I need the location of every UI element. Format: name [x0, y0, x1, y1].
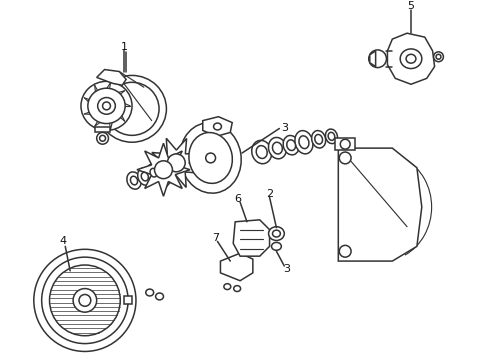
Ellipse shape	[180, 123, 241, 193]
Ellipse shape	[147, 164, 161, 181]
Ellipse shape	[256, 146, 267, 158]
Circle shape	[154, 161, 172, 179]
Circle shape	[42, 257, 128, 343]
Ellipse shape	[312, 131, 326, 148]
Ellipse shape	[369, 50, 387, 68]
Ellipse shape	[269, 138, 286, 159]
Text: 3: 3	[283, 264, 290, 274]
Polygon shape	[203, 117, 232, 136]
Ellipse shape	[315, 135, 322, 144]
Ellipse shape	[98, 98, 115, 114]
Polygon shape	[233, 220, 270, 256]
Ellipse shape	[88, 88, 125, 123]
Ellipse shape	[272, 230, 280, 237]
Ellipse shape	[99, 135, 105, 141]
Ellipse shape	[434, 52, 443, 62]
Ellipse shape	[295, 131, 313, 154]
Ellipse shape	[146, 289, 154, 296]
Polygon shape	[151, 138, 201, 188]
Polygon shape	[335, 138, 355, 150]
Ellipse shape	[141, 172, 148, 181]
Ellipse shape	[105, 82, 159, 135]
Ellipse shape	[436, 54, 441, 59]
Polygon shape	[220, 253, 253, 281]
Ellipse shape	[156, 293, 164, 300]
Ellipse shape	[252, 140, 271, 164]
Ellipse shape	[271, 242, 281, 250]
Ellipse shape	[97, 132, 108, 144]
Ellipse shape	[269, 227, 284, 240]
Ellipse shape	[224, 284, 231, 289]
Ellipse shape	[283, 135, 299, 155]
Ellipse shape	[150, 168, 157, 177]
Ellipse shape	[234, 285, 241, 292]
Ellipse shape	[127, 172, 141, 189]
Ellipse shape	[214, 123, 221, 130]
Text: 2: 2	[266, 189, 273, 199]
Ellipse shape	[325, 129, 338, 144]
Text: 5: 5	[408, 1, 415, 11]
Ellipse shape	[102, 102, 110, 110]
Circle shape	[339, 246, 351, 257]
Text: 1: 1	[121, 42, 128, 52]
Text: 4: 4	[60, 237, 67, 247]
Ellipse shape	[189, 132, 232, 183]
Ellipse shape	[287, 140, 295, 150]
Polygon shape	[388, 33, 435, 84]
Circle shape	[49, 265, 120, 336]
Circle shape	[73, 289, 97, 312]
Ellipse shape	[206, 153, 216, 163]
Text: 7: 7	[212, 234, 219, 243]
Circle shape	[339, 152, 351, 164]
Polygon shape	[95, 126, 110, 132]
Polygon shape	[370, 51, 376, 67]
Ellipse shape	[400, 49, 422, 68]
Polygon shape	[97, 69, 126, 85]
Text: 6: 6	[235, 194, 242, 204]
Polygon shape	[124, 296, 132, 304]
Circle shape	[340, 139, 350, 149]
Ellipse shape	[299, 136, 309, 149]
Ellipse shape	[130, 176, 138, 185]
Ellipse shape	[328, 132, 335, 140]
Ellipse shape	[81, 81, 132, 130]
Circle shape	[34, 249, 136, 351]
Ellipse shape	[98, 76, 167, 142]
Polygon shape	[137, 143, 190, 196]
Ellipse shape	[406, 54, 416, 63]
Text: 3: 3	[281, 123, 288, 134]
Ellipse shape	[272, 142, 282, 154]
Polygon shape	[338, 148, 422, 261]
Circle shape	[79, 294, 91, 306]
Ellipse shape	[138, 168, 152, 185]
Circle shape	[167, 154, 185, 172]
